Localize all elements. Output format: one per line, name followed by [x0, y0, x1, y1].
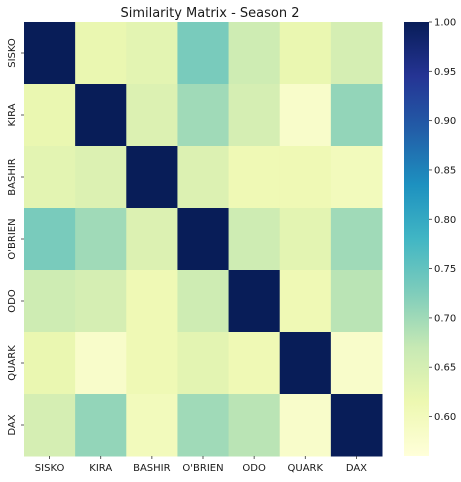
heatmap-cell-quark-bashir — [126, 332, 178, 395]
heatmap-cell-odo-odo — [228, 270, 281, 333]
heatmap-cell-odo-dax — [330, 270, 383, 333]
colorbar-tick-label: 0.70 — [434, 313, 456, 324]
colorbar-tick-label: 1.00 — [434, 18, 456, 29]
heatmap-cell-sisko-odo — [228, 22, 281, 85]
x-tick-label: QUARK — [288, 463, 324, 474]
y-tick-label: BASHIR — [7, 158, 18, 196]
heatmap-cell-kira-kira — [75, 84, 127, 147]
heatmap-cell-bashir-kira — [75, 146, 127, 209]
heatmap-cell-kira-dax — [330, 84, 383, 147]
heatmap-cell-o'brien-odo — [228, 208, 281, 271]
heatmap-cell-odo-bashir — [126, 270, 178, 333]
heatmap-cell-bashir-sisko — [24, 146, 76, 209]
colorbar — [404, 22, 429, 456]
heatmap-cell-bashir-quark — [279, 146, 332, 209]
heatmap-cell-dax-sisko — [24, 394, 76, 457]
heatmap-cell-quark-dax — [330, 332, 383, 395]
y-tick-label: O'BRIEN — [7, 218, 18, 259]
heatmap-cell-odo-sisko — [24, 270, 76, 333]
heatmap-cell-o'brien-sisko — [24, 208, 76, 271]
heatmap-cells — [24, 22, 383, 457]
x-tick-labels: SISKO KIRA BASHIR O'BRIEN ODO QUARK DAX — [35, 456, 367, 474]
y-tick-label: KIRA — [7, 103, 18, 126]
colorbar-ticks: 0.60 0.65 0.70 0.75 0.80 0.85 0.90 0.95 1.00 — [429, 18, 456, 423]
y-tick-labels: SISKO KIRA BASHIR O'BRIEN ODO QUARK DAX — [7, 38, 24, 436]
heatmap-cell-sisko-o'brien — [177, 22, 230, 85]
colorbar-tick-label: 0.85 — [434, 165, 456, 176]
heatmap-cell-odo-o'brien — [177, 270, 230, 333]
y-tick-label: ODO — [7, 289, 18, 313]
heatmap-cell-kira-bashir — [126, 84, 178, 147]
heatmap-cell-bashir-o'brien — [177, 146, 230, 209]
heatmap-cell-o'brien-dax — [330, 208, 383, 271]
heatmap-cell-sisko-dax — [330, 22, 383, 85]
heatmap-cell-quark-kira — [75, 332, 127, 395]
heatmap-cell-bashir-dax — [330, 146, 383, 209]
heatmap-cell-kira-quark — [279, 84, 332, 147]
colorbar-tick-label: 0.90 — [434, 116, 456, 127]
heatmap-cell-kira-odo — [228, 84, 281, 147]
heatmap-cell-sisko-sisko — [24, 22, 76, 85]
colorbar-tick-label: 0.80 — [434, 215, 456, 226]
colorbar-tick-label: 0.60 — [434, 412, 456, 423]
heatmap-cell-quark-quark — [279, 332, 332, 395]
heatmap-cell-quark-o'brien — [177, 332, 230, 395]
heatmap-cell-o'brien-o'brien — [177, 208, 230, 271]
heatmap-cell-sisko-kira — [75, 22, 127, 85]
heatmap-cell-dax-odo — [228, 394, 281, 457]
heatmap-cell-o'brien-bashir — [126, 208, 178, 271]
y-tick-label: QUARK — [7, 345, 18, 381]
colorbar-tick-label: 0.65 — [434, 363, 456, 374]
x-tick-label: ODO — [242, 463, 266, 474]
heatmap-cell-sisko-bashir — [126, 22, 178, 85]
heatmap-cell-kira-sisko — [24, 84, 76, 147]
heatmap-cell-dax-kira — [75, 394, 127, 457]
x-tick-label: DAX — [346, 463, 367, 474]
heatmap-cell-dax-quark — [279, 394, 332, 457]
heatmap-cell-o'brien-quark — [279, 208, 332, 271]
heatmap-cell-sisko-quark — [279, 22, 332, 85]
x-tick-label: KIRA — [89, 463, 112, 474]
chart-title: Similarity Matrix - Season 2 — [120, 6, 299, 21]
colorbar-tick-label: 0.75 — [434, 264, 456, 275]
heatmap-cell-kira-o'brien — [177, 84, 230, 147]
x-tick-label: O'BRIEN — [182, 463, 223, 474]
heatmap-cell-odo-kira — [75, 270, 127, 333]
x-tick-label: SISKO — [35, 463, 65, 474]
heatmap-cell-quark-odo — [228, 332, 281, 395]
heatmap-cell-dax-dax — [330, 394, 383, 457]
heatmap-cell-dax-bashir — [126, 394, 178, 457]
heatmap-cell-bashir-bashir — [126, 146, 178, 209]
y-tick-label: SISKO — [7, 38, 18, 68]
colorbar-tick-label: 0.95 — [434, 67, 456, 78]
heatmap-cell-dax-o'brien — [177, 394, 230, 457]
heatmap-cell-bashir-odo — [228, 146, 281, 209]
x-tick-label: BASHIR — [133, 463, 171, 474]
heatmap-cell-o'brien-kira — [75, 208, 127, 271]
heatmap-cell-quark-sisko — [24, 332, 76, 395]
y-tick-label: DAX — [7, 414, 18, 435]
heatmap-cell-odo-quark — [279, 270, 332, 333]
